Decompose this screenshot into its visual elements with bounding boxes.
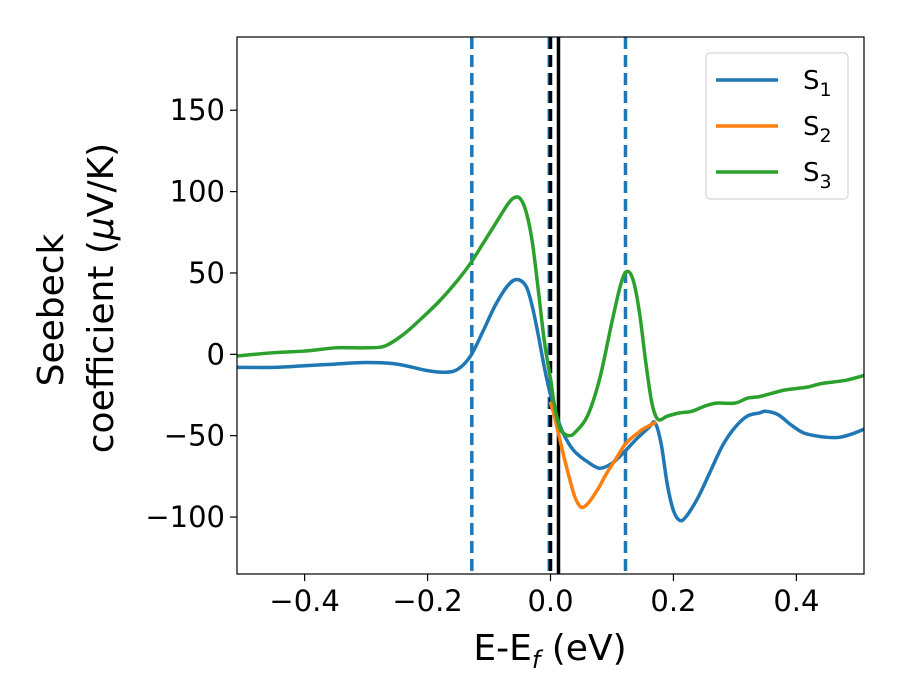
series-line-s2 bbox=[548, 401, 657, 510]
y-axis-label-mu: μ bbox=[81, 217, 122, 241]
y-axis: −100 −50 0 50 100 150 bbox=[145, 93, 237, 534]
x-tick-label: −0.2 bbox=[392, 584, 462, 618]
y-tick-label: 0 bbox=[207, 337, 225, 371]
reference-lines bbox=[470, 37, 628, 574]
series-line-s1 bbox=[237, 277, 864, 523]
x-axis: −0.4 −0.2 0.0 0.2 0.4 bbox=[269, 574, 819, 618]
legend-label-s2: S2 bbox=[803, 112, 832, 147]
legend-label-s1: S1 bbox=[803, 66, 832, 101]
y-axis-label-coefficient: coefficient ( bbox=[81, 240, 122, 453]
y-tick-label: 50 bbox=[188, 256, 225, 290]
x-axis-label: E-Ef (eV) bbox=[473, 628, 626, 674]
y-axis-label-unit: V/K) bbox=[81, 143, 122, 217]
x-tick-label: 0.2 bbox=[650, 584, 696, 618]
series-lines bbox=[237, 195, 864, 523]
series-line-s3 bbox=[237, 195, 864, 438]
y-axis-label-line1: Seebeck bbox=[31, 233, 72, 386]
x-axis-label-main: E-E bbox=[473, 628, 531, 669]
x-tick-label: 0.4 bbox=[773, 584, 819, 618]
y-axis-label-line2: coefficient (μV/K) bbox=[81, 143, 122, 453]
y-tick-label: 100 bbox=[170, 175, 225, 209]
legend-label-s3: S3 bbox=[803, 158, 832, 193]
x-axis-label-unit: (eV) bbox=[540, 628, 626, 669]
x-tick-label: −0.4 bbox=[269, 584, 339, 618]
y-tick-label: 150 bbox=[170, 93, 225, 127]
x-tick-label: 0.0 bbox=[527, 584, 573, 618]
legend: S1 S2 S3 bbox=[705, 52, 849, 200]
y-tick-label: −50 bbox=[164, 419, 225, 453]
legend-entries: S1 S2 S3 bbox=[716, 66, 832, 193]
y-tick-label: −100 bbox=[145, 500, 225, 534]
